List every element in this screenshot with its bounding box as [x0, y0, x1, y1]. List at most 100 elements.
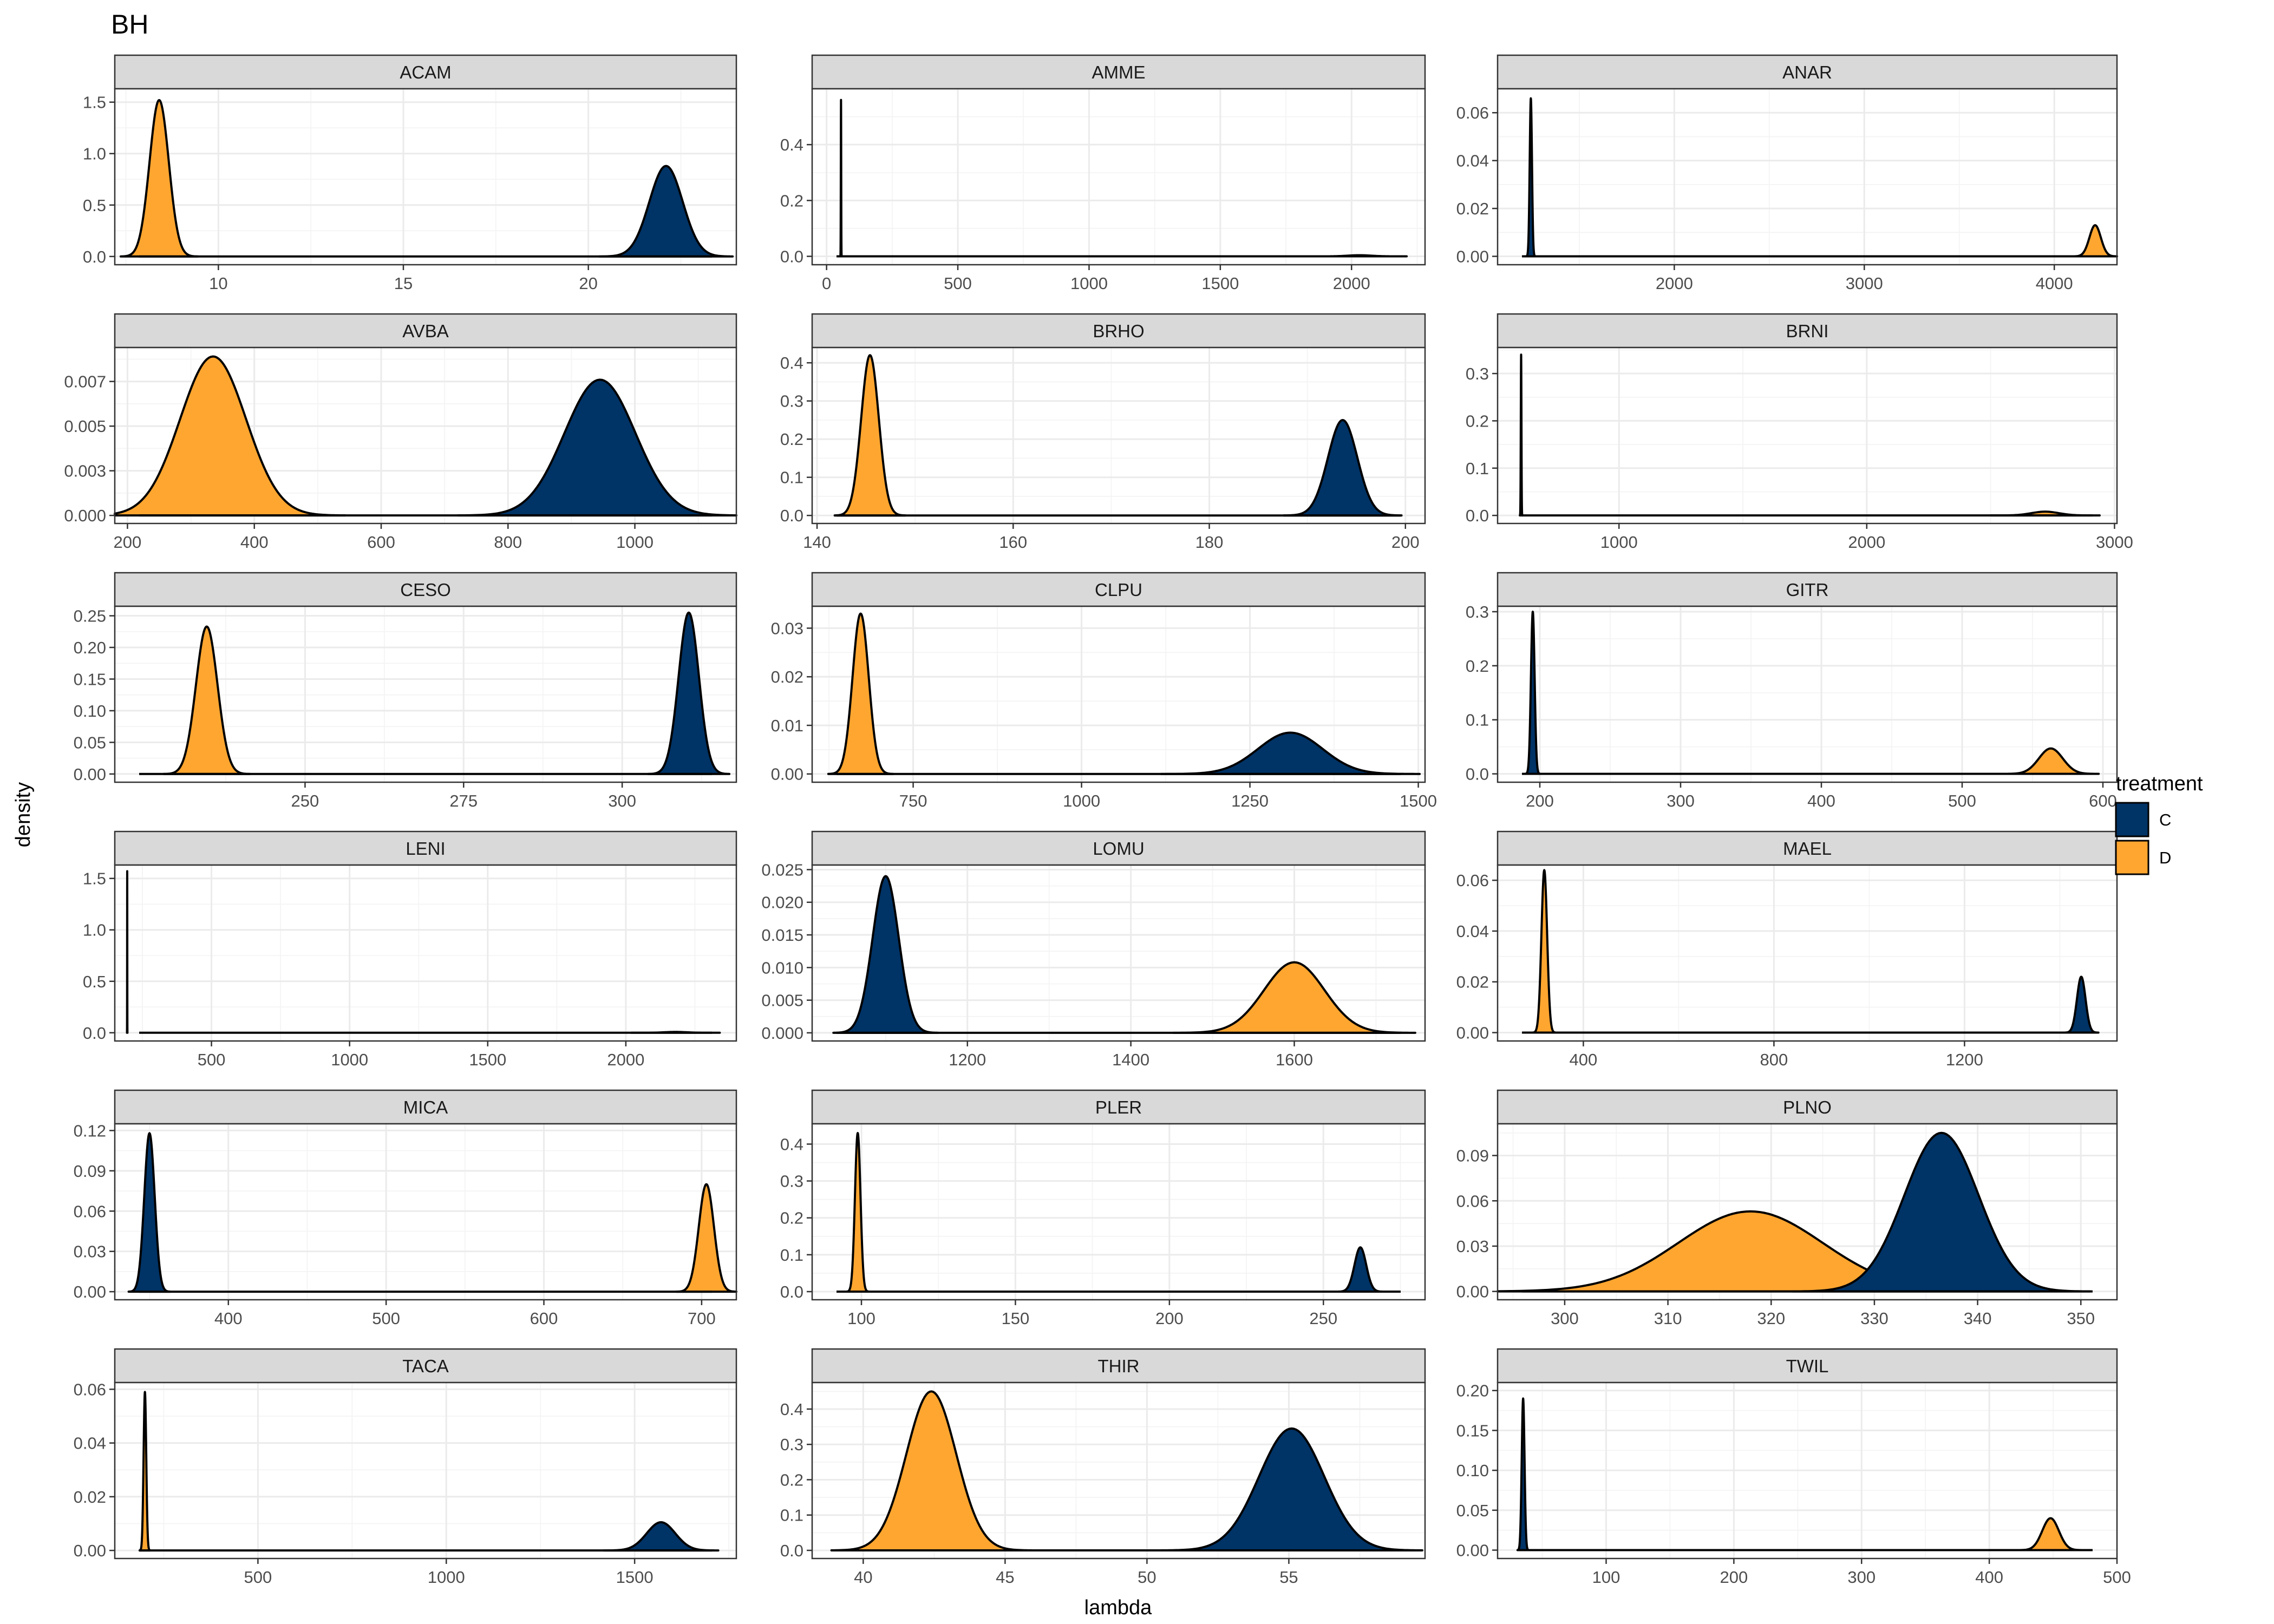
density-lomu-c [832, 875, 939, 1034]
x-tick-label: 1250 [1231, 791, 1269, 810]
y-tick-label: 0.02 [74, 1488, 106, 1507]
panel-leni: LENI 500 1000 1500 2000 0.0 0.5 1.0 1.5 [83, 830, 737, 1069]
panel-anar: ANAR 2000 3000 4000 0.00 0.02 0.04 0.06 [1456, 54, 2118, 293]
legend: treatment CD [2115, 772, 2203, 875]
y-tick-label: 0.2 [1466, 411, 1489, 430]
x-tick-label: 1000 [1070, 274, 1108, 293]
x-tick-label: 200 [1391, 533, 1420, 552]
y-tick-label: 0.000 [64, 506, 106, 525]
y-tick-label: 0.010 [761, 958, 803, 977]
facet-strip [1497, 313, 2118, 349]
panel-thir: THIR 40 45 50 55 0.0 0.1 0.2 0.3 0.4 [780, 1348, 1426, 1587]
panel-border [114, 605, 737, 783]
facet-label: LOMU [1093, 839, 1144, 859]
y-tick-label: 0.2 [780, 430, 803, 449]
x-tick-label: 300 [1551, 1309, 1579, 1328]
panel-border [114, 1381, 737, 1560]
x-tick-label: 400 [1570, 1050, 1598, 1069]
x-tick-label: 500 [944, 274, 972, 293]
y-tick-label: 0.15 [74, 670, 106, 689]
x-tick-label: 500 [1948, 791, 1976, 810]
y-tick-label: 0.4 [780, 135, 803, 154]
y-tick-label: 0.00 [1456, 1024, 1489, 1043]
facet-strip [1497, 572, 2118, 607]
x-tick-label: 2000 [1333, 274, 1370, 293]
facet-strip [1497, 54, 2118, 90]
panel-lomu: LOMU 1200 1400 1600 0.000 0.005 0.010 0.015 0.02… [761, 830, 1426, 1069]
legend-key-c [2115, 802, 2149, 837]
panel-brni: BRNI 1000 2000 3000 0.0 0.1 0.2 0.3 [1466, 313, 2133, 552]
y-tick-label: 0.00 [771, 765, 803, 784]
panel-border [811, 1123, 1426, 1301]
y-tick-label: 0.3 [780, 392, 803, 411]
facet-strip [1497, 830, 2118, 866]
y-tick-label: 0.02 [771, 667, 803, 686]
y-tick-label: 0.02 [1456, 199, 1489, 218]
density-mica-d [675, 1183, 737, 1293]
panel-mael: MAEL 400 800 1200 0.00 0.02 0.04 0.06 [1456, 830, 2118, 1069]
x-tick-label: 350 [2067, 1309, 2095, 1328]
facet-strip [114, 1348, 737, 1384]
density-mael-d [1532, 869, 1557, 1034]
x-tick-label: 1000 [1600, 533, 1638, 552]
y-tick-label: 0.1 [780, 1506, 803, 1525]
x-tick-label: 2000 [1656, 274, 1693, 293]
y-tick-label: 0.0 [83, 1024, 106, 1043]
y-tick-label: 0.05 [74, 733, 106, 752]
x-tick-label: 20 [579, 274, 597, 293]
legend-title: treatment [2116, 772, 2203, 795]
x-tick-label: 50 [1138, 1568, 1156, 1587]
density-anar-c [1525, 97, 1537, 258]
panel-amme: AMME 0 500 1000 1500 2000 0.0 0.2 0.4 [780, 54, 1426, 293]
panel-border [811, 605, 1426, 783]
x-tick-label: 250 [1309, 1309, 1337, 1328]
y-tick-label: 0.06 [1456, 1191, 1489, 1210]
legend-key-d [2115, 840, 2149, 875]
panel-border [811, 864, 1426, 1042]
y-tick-label: 0.20 [1456, 1381, 1489, 1400]
density-gitr-c [1524, 610, 1541, 775]
x-tick-label: 600 [530, 1309, 558, 1328]
facet-strip [811, 572, 1426, 607]
x-tick-label: 750 [899, 791, 927, 810]
y-tick-label: 0.2 [780, 1209, 803, 1228]
facet-label: CLPU [1095, 580, 1142, 600]
facet-panels: ACAM 10 15 20 0.0 0.5 1.0 1.5 AMME 0 500 1000 1500 20… [64, 54, 2133, 1587]
panel-border [1497, 346, 2118, 525]
y-tick-label: 0.00 [1456, 1282, 1489, 1301]
x-tick-label: 0 [822, 274, 831, 293]
panel-border [114, 864, 737, 1042]
x-tick-label: 200 [1155, 1309, 1184, 1328]
legend-label-c: C [2159, 810, 2171, 829]
facet-strip [114, 830, 737, 866]
panel-twil: TWIL 100 200 300 400 500 0.00 0.05 0.10 0.15 0.20 [1456, 1348, 2131, 1587]
gridlines [1498, 348, 2117, 523]
x-tick-label: 1500 [1400, 791, 1437, 810]
gridlines [1498, 606, 2117, 782]
x-tick-label: 400 [1807, 791, 1835, 810]
y-tick-label: 0.00 [74, 1541, 106, 1560]
y-tick-label: 0.025 [761, 860, 803, 879]
density-acam-d [119, 99, 199, 258]
y-tick-label: 0.1 [780, 468, 803, 487]
y-tick-label: 0.005 [64, 417, 106, 436]
x-tick-label: 1500 [1201, 274, 1239, 293]
y-tick-label: 0.0 [780, 506, 803, 525]
density-ceso-c [647, 611, 731, 775]
y-tick-label: 0.25 [74, 607, 106, 626]
y-tick-label: 0.4 [780, 1400, 803, 1419]
x-tick-label: 1200 [1946, 1050, 1983, 1069]
facet-label: TWIL [1786, 1356, 1829, 1376]
y-tick-label: 0.10 [74, 702, 106, 721]
facet-label: ANAR [1782, 62, 1832, 82]
x-tick-label: 100 [1592, 1568, 1620, 1587]
x-tick-label: 55 [1279, 1568, 1298, 1587]
x-tick-label: 500 [372, 1309, 400, 1328]
y-tick-label: 0.15 [1456, 1421, 1489, 1440]
facet-strip [1497, 1089, 2118, 1125]
y-tick-label: 0.007 [64, 372, 106, 391]
y-tick-label: 0.020 [761, 893, 803, 912]
y-tick-label: 1.5 [83, 93, 106, 112]
facet-label: BRHO [1093, 321, 1144, 341]
